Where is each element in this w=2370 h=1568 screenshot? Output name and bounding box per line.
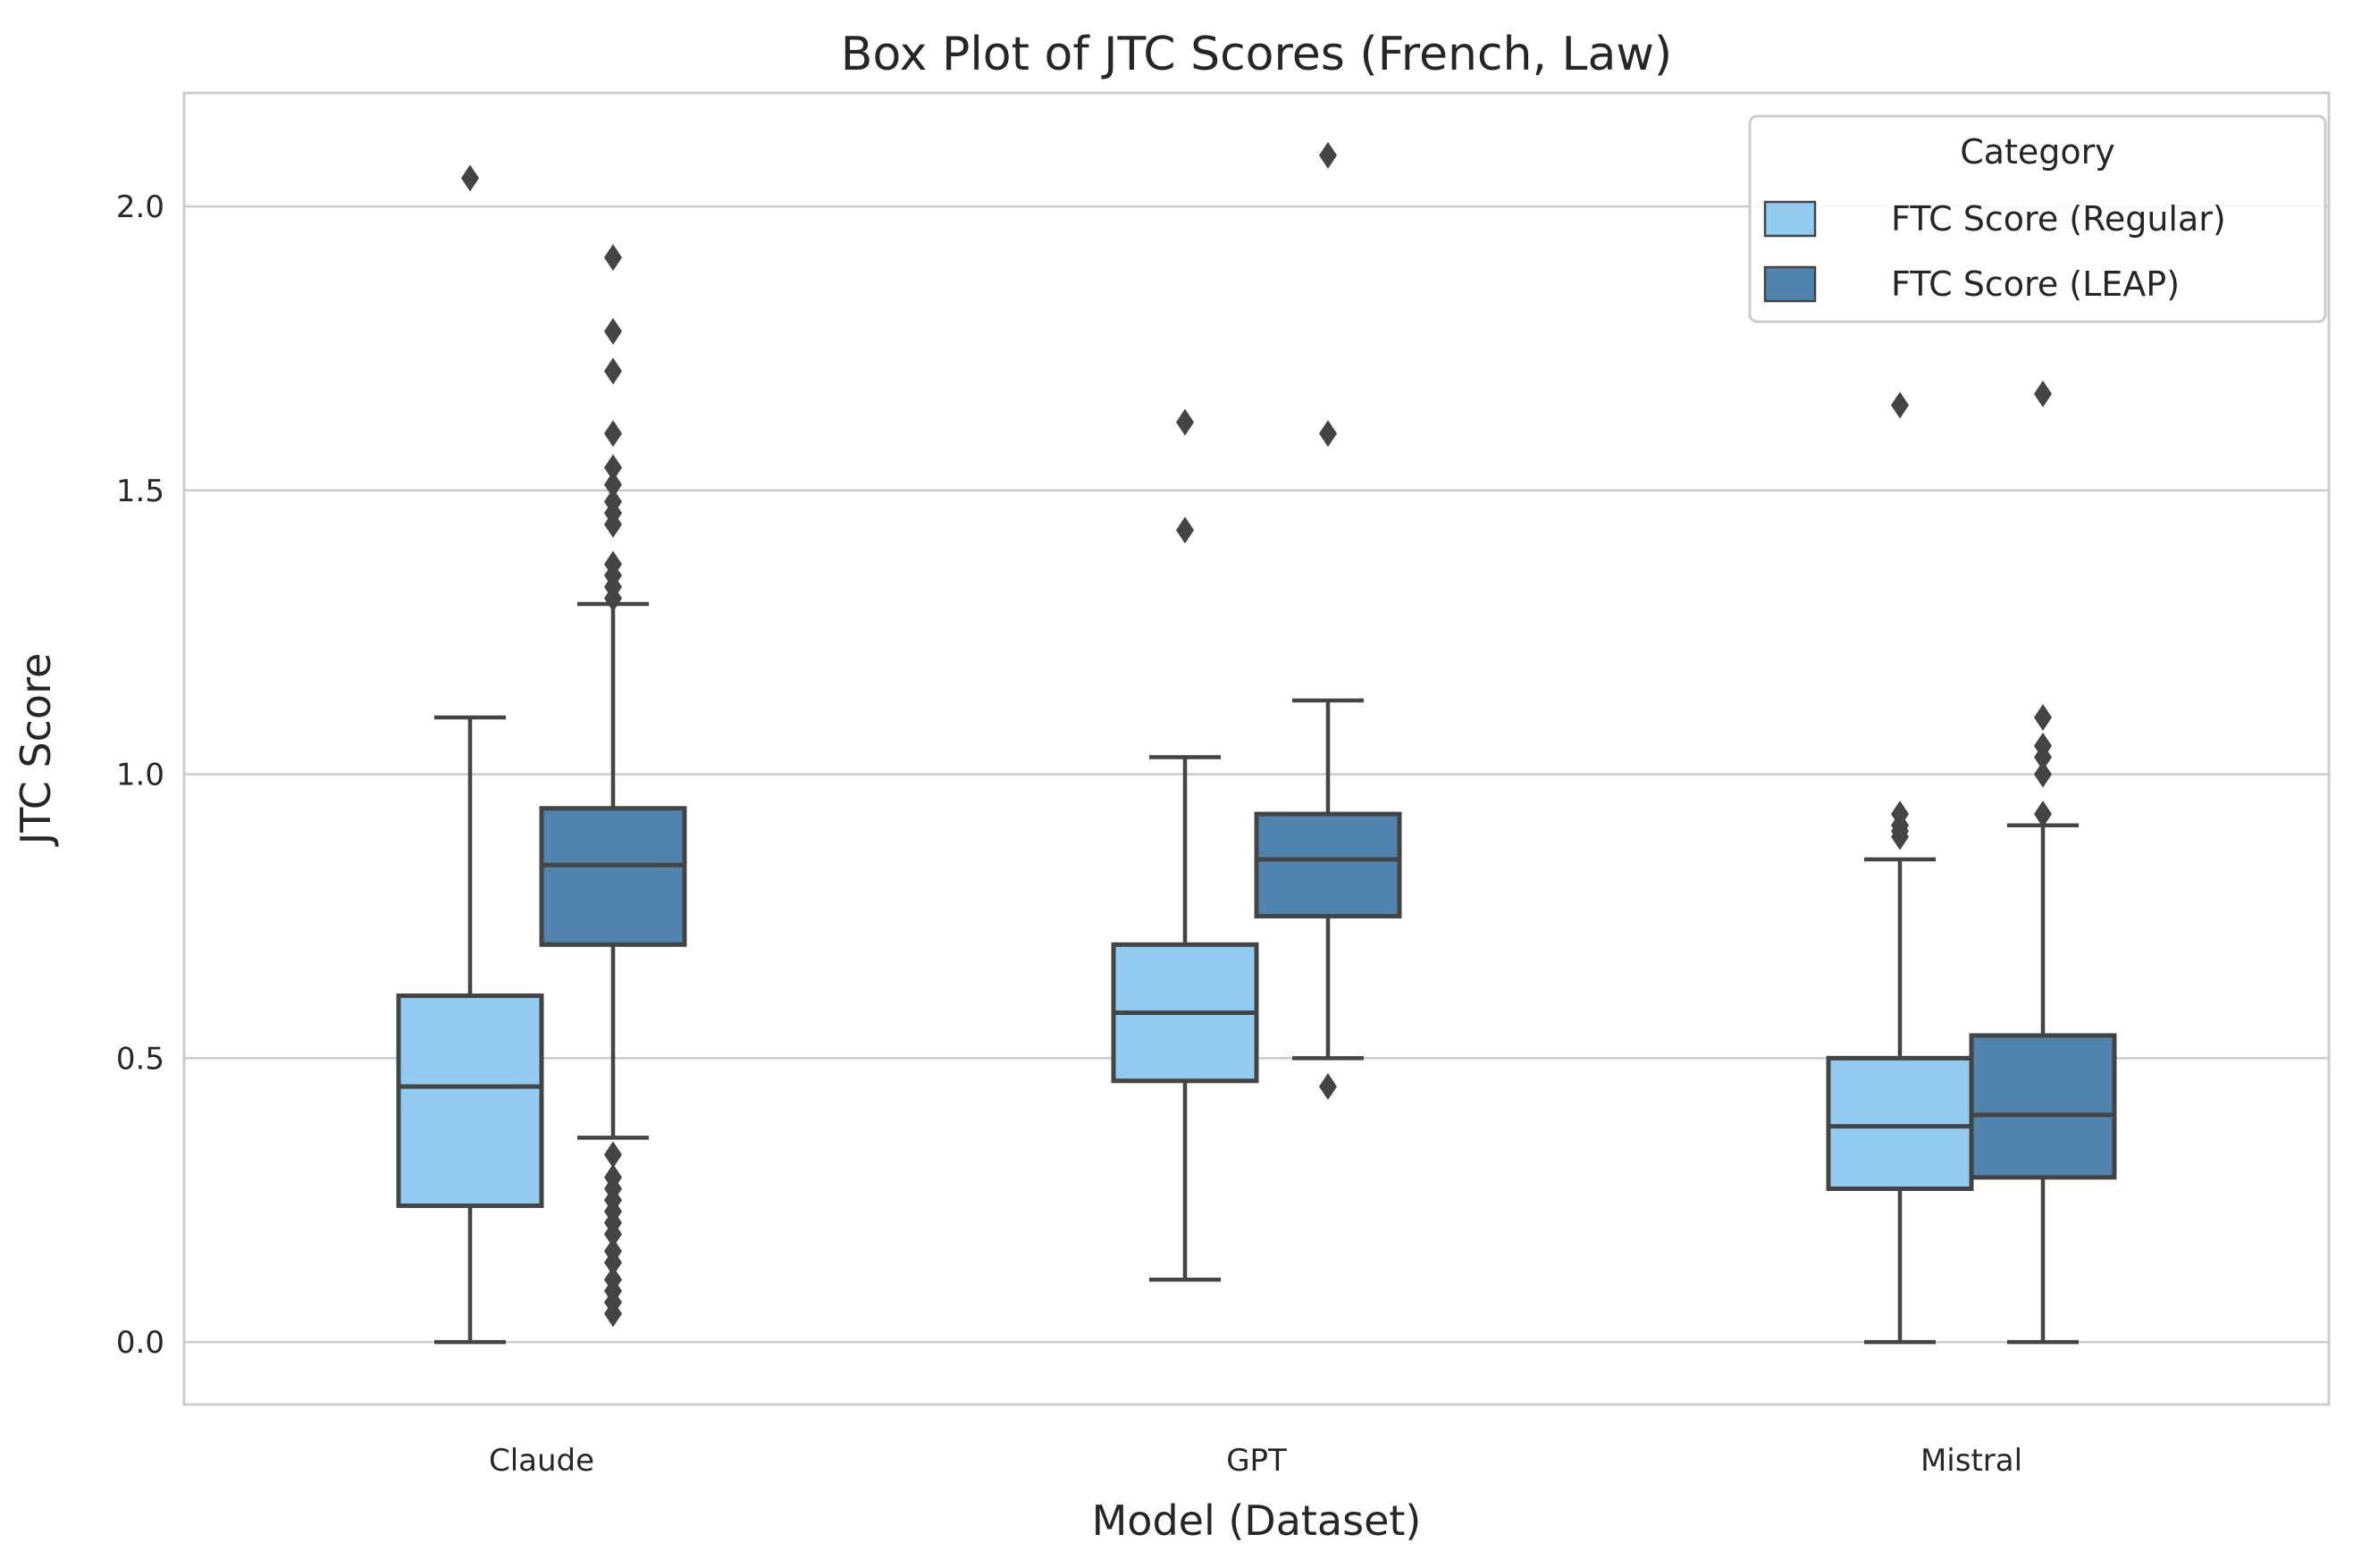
box-group <box>1969 380 2117 1345</box>
outlier-point <box>604 550 622 578</box>
outlier-point <box>1176 408 1194 436</box>
legend-entry-leap: FTC Score (LEAP) <box>1891 264 2180 304</box>
x-axis-label: Model (Dataset) <box>1092 1497 1422 1545</box>
outlier-point <box>1319 141 1337 169</box>
outlier-point <box>2034 801 2052 828</box>
plot-frame <box>182 91 2331 1406</box>
legend-swatch-leap <box>1763 265 1817 303</box>
x-tick-label: Mistral <box>1920 1443 2022 1479</box>
outlier-point <box>1319 420 1337 448</box>
box-iqr <box>1254 811 1402 918</box>
x-tick-labels: Claude GPT Mistral <box>489 1443 2022 1479</box>
x-tick-label: Claude <box>489 1443 594 1479</box>
outlier-point <box>1319 1073 1337 1101</box>
outlier-point <box>2034 704 2052 732</box>
outlier-point <box>604 454 622 482</box>
x-tick-label: GPT <box>1226 1443 1287 1479</box>
outlier-point <box>604 1266 622 1294</box>
y-tick-label: 0.5 <box>116 1041 164 1077</box>
box-group <box>539 244 687 1328</box>
chart-title: Box Plot of JTC Scores (French, Law) <box>841 28 1672 81</box>
boxes <box>396 141 2117 1345</box>
outlier-point <box>461 164 479 192</box>
outlier-point <box>1176 516 1194 544</box>
outlier-point <box>2034 760 2052 788</box>
outlier-point <box>604 471 622 499</box>
outlier-point <box>1891 801 1909 828</box>
box-group <box>1826 391 1974 1345</box>
box-group <box>1111 408 1259 1282</box>
outlier-point <box>604 1237 622 1265</box>
outlier-point <box>604 1163 622 1191</box>
outlier-point <box>2034 380 2052 407</box>
y-tick-label: 1.5 <box>116 474 164 509</box>
outlier-point <box>604 1141 622 1169</box>
y-tick-label: 0.0 <box>116 1325 164 1361</box>
outlier-point <box>604 357 622 385</box>
legend-entry-regular: FTC Score (Regular) <box>1891 199 2226 239</box>
legend-frame <box>1748 114 2327 323</box>
outlier-point <box>604 317 622 345</box>
y-tick-label: 1.0 <box>116 758 164 793</box>
y-axis-label: JTC Score <box>12 653 60 848</box>
legend: Category FTC Score (Regular) FTC Score (… <box>1748 114 2327 323</box>
box-iqr <box>1826 1055 1974 1192</box>
y-tick-label: 2.0 <box>116 189 164 225</box>
outlier-point <box>2034 732 2052 759</box>
outlier-point <box>1891 391 1909 419</box>
box-iqr <box>396 993 544 1209</box>
outlier-point <box>604 244 622 272</box>
outlier-point <box>604 420 622 448</box>
box-iqr <box>1969 1033 2117 1180</box>
box-group <box>1254 141 1402 1101</box>
box-group <box>396 164 544 1345</box>
y-tick-labels: 0.0 0.5 1.0 1.5 2.0 <box>116 189 164 1361</box>
legend-title: Category <box>1960 132 2115 172</box>
outlier-point <box>604 488 622 516</box>
legend-swatch-regular <box>1763 200 1817 238</box>
box-iqr <box>539 806 687 947</box>
